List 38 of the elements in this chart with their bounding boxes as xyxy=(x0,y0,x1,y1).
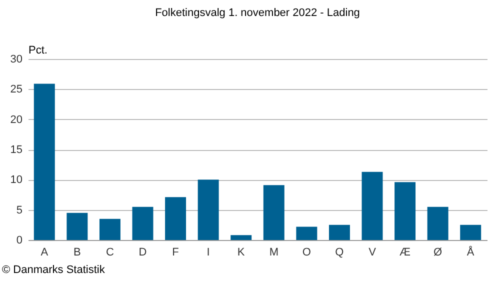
x-tick-label: M xyxy=(269,246,278,258)
bar xyxy=(66,212,88,240)
x-tick-label: Ø xyxy=(434,246,443,258)
bar xyxy=(394,182,416,240)
x-tick-label: F xyxy=(172,246,180,258)
bar xyxy=(165,197,186,240)
text: © Danmarks Statistik xyxy=(2,264,106,276)
y-tick-label: 25 xyxy=(10,84,22,96)
bar xyxy=(263,185,284,240)
bar xyxy=(362,172,383,240)
bar xyxy=(328,224,350,240)
bar xyxy=(460,224,482,240)
y-tick-label: 5 xyxy=(16,204,22,216)
bar xyxy=(427,206,448,240)
x-tick-label: B xyxy=(74,246,81,258)
y-tick-label: 15 xyxy=(10,144,22,156)
bar xyxy=(99,218,120,240)
x-tick-label: V xyxy=(368,246,377,258)
bar xyxy=(198,180,219,240)
x-tick-label: C xyxy=(106,246,114,258)
y-axis-title: Pct. xyxy=(28,44,48,56)
y-tick-label: 0 xyxy=(16,234,22,246)
y-tick-label: 20 xyxy=(10,114,22,126)
y-tick-label: 10 xyxy=(10,174,22,186)
x-tick-label: Q xyxy=(335,246,344,258)
x-tick-label: Æ xyxy=(400,246,411,258)
x-tick-label: O xyxy=(302,246,312,258)
bar xyxy=(230,235,252,240)
bar xyxy=(132,206,154,240)
bar xyxy=(34,84,55,240)
x-tick-label: K xyxy=(237,246,246,258)
chart-title: Folketingsvalg 1. november 2022 - Lading xyxy=(155,7,360,19)
bar xyxy=(296,226,318,240)
x-tick-label: Å xyxy=(466,246,475,258)
x-tick-label: A xyxy=(40,246,49,258)
x-tick-label: I xyxy=(206,246,210,258)
y-tick-label: 30 xyxy=(10,54,22,66)
x-tick-label: D xyxy=(138,246,147,258)
